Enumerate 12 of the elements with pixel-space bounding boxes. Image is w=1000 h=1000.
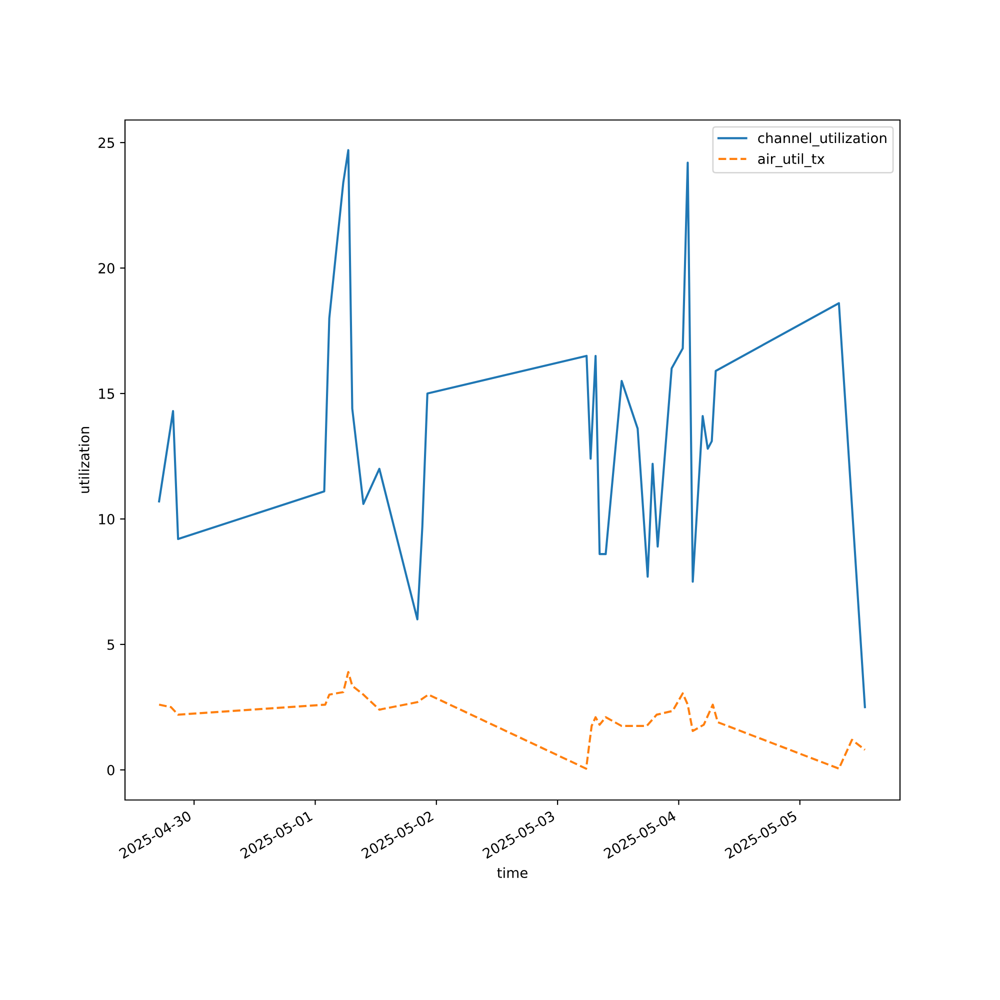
x-axis-title: time xyxy=(497,867,528,878)
y-tick-label: 15 xyxy=(99,388,114,399)
y-axis-title: utilization xyxy=(78,427,90,493)
legend-label: air_util_tx xyxy=(758,153,825,168)
y-tick-label: 0 xyxy=(107,764,114,776)
y-tick-label: 5 xyxy=(108,640,114,650)
y-tick-label: 20 xyxy=(98,263,114,274)
legend-label: channel_utilization xyxy=(758,132,886,146)
line-series xyxy=(158,670,866,770)
y-tick-label: 25 xyxy=(98,138,114,148)
line-series xyxy=(158,149,866,708)
y-tick-label: 10 xyxy=(99,514,114,524)
